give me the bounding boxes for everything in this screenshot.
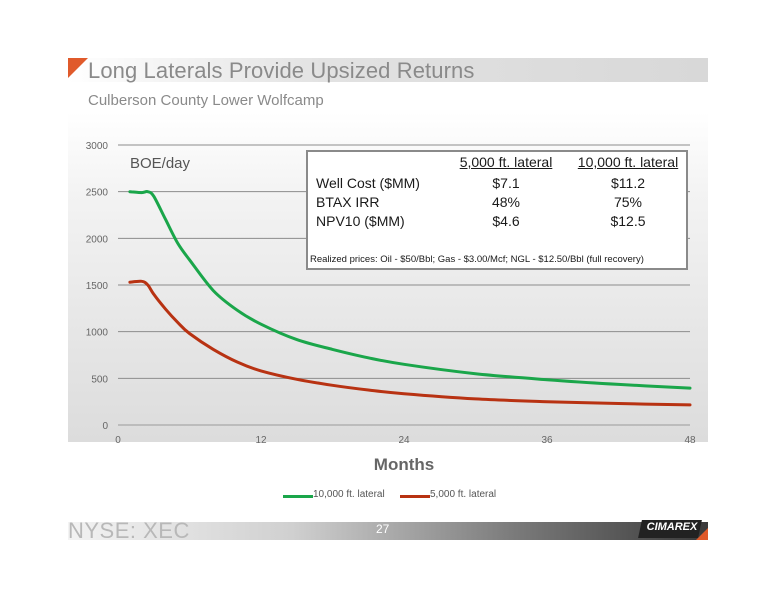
series-layer (128, 190, 692, 407)
cell-well-cost-10000: $11.2 (611, 175, 645, 191)
footer-ticker: NYSE: XEC (68, 518, 190, 543)
legend-label-5000: 5,000 ft. lateral (430, 489, 497, 500)
y-tick-label: 3000 (86, 141, 109, 152)
y-tick-label: 2500 (86, 188, 109, 199)
cell-npv10-10000: $12.5 (610, 213, 646, 229)
title-accent-triangle (68, 58, 88, 78)
logo-accent-triangle (696, 528, 708, 540)
col-header-5000: 5,000 ft. lateral (459, 154, 553, 170)
slide-subtitle: Culberson County Lower Wolfcamp (88, 92, 324, 109)
title-band (68, 58, 708, 82)
legend-swatch-10000 (283, 495, 313, 498)
y-tick-label: 1500 (86, 281, 109, 292)
axis-layer: 0 500 1000 1500 2000 2500 3000 0 12 24 36 48 Months (86, 141, 696, 474)
row-label-npv10: NPV10 ($MM) (316, 213, 405, 229)
y-axis-label: BOE/day (130, 155, 191, 172)
realized-prices-note: Realized prices: Oil - $50/Bbl; Gas - $3… (310, 254, 644, 265)
series-line-0 (128, 190, 692, 390)
page-number: 27 (376, 522, 390, 536)
x-tick-label: 48 (684, 435, 696, 446)
legend-label-10000: 10,000 ft. lateral (313, 489, 385, 500)
cell-well-cost-5000: $7.1 (492, 175, 520, 191)
company-logo: CIMAREX (646, 521, 698, 533)
row-label-well-cost: Well Cost ($MM) (316, 175, 420, 191)
economics-table-box (306, 150, 688, 270)
x-axis-label: Months (374, 455, 434, 474)
x-tick-label: 24 (398, 435, 410, 446)
y-tick-label: 500 (91, 374, 108, 385)
legend-swatch-5000 (400, 495, 430, 498)
cell-irr-10000: 75% (613, 194, 643, 210)
footer-band (68, 522, 708, 540)
x-tick-label: 12 (255, 435, 267, 446)
cell-irr-5000: 48% (491, 194, 521, 210)
cell-npv10-5000: $4.6 (492, 213, 520, 229)
y-tick-label: 0 (102, 421, 108, 432)
x-tick-label: 36 (541, 435, 553, 446)
row-label-irr: BTAX IRR (316, 194, 380, 210)
slide-title: Long Laterals Provide Upsized Returns (88, 58, 475, 83)
col-header-10000: 10,000 ft. lateral (577, 154, 679, 170)
y-tick-label: 2000 (86, 234, 109, 245)
y-tick-label: 1000 (86, 328, 109, 339)
x-tick-label: 0 (115, 435, 121, 446)
series-line-1 (128, 279, 692, 407)
